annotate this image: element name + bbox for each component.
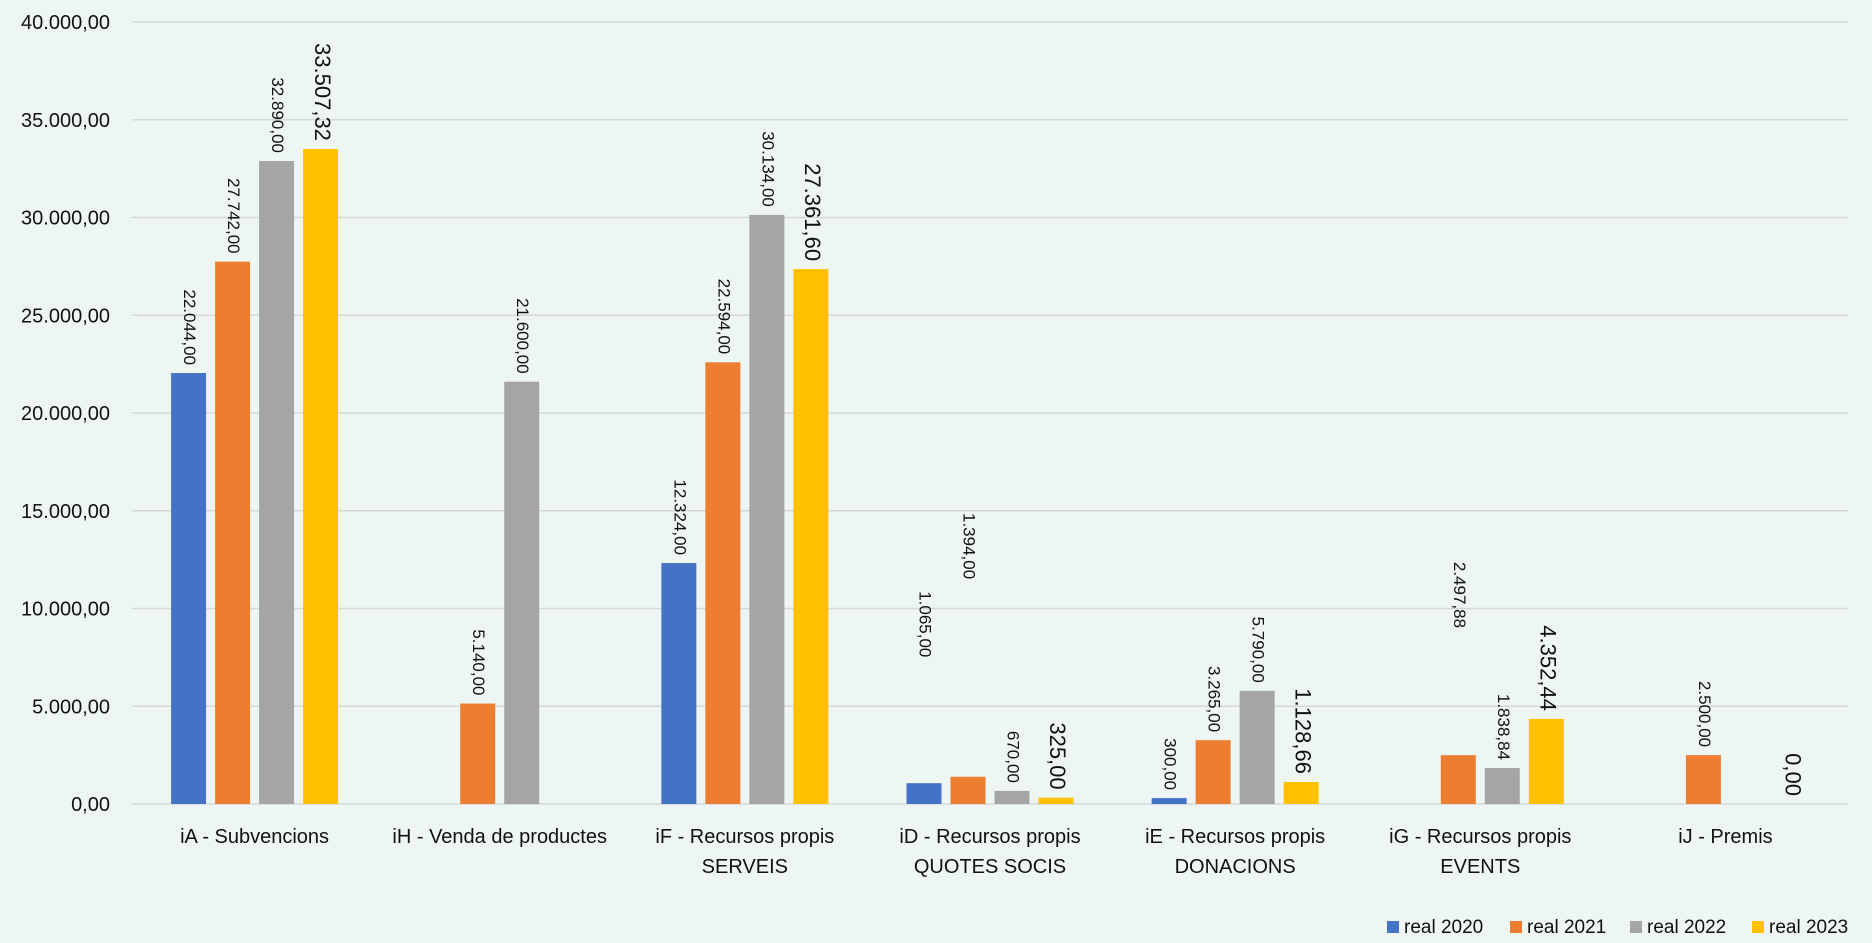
bar — [215, 261, 251, 804]
y-tick-label: 0,00 — [71, 794, 110, 816]
x-tick-label: iE - Recursos propis — [1145, 826, 1325, 848]
bar — [1685, 755, 1721, 804]
bar — [259, 161, 295, 805]
data-label: 5.140,00 — [469, 629, 488, 695]
data-label: 22.044,00 — [180, 289, 199, 365]
bar — [950, 776, 986, 804]
data-label: 5.790,00 — [1249, 617, 1268, 683]
y-tick-label: 5.000,00 — [32, 696, 110, 718]
data-label: 3.265,00 — [1205, 666, 1224, 732]
data-label: 22.594,00 — [714, 279, 733, 355]
legend-label: real 2021 — [1527, 917, 1606, 938]
x-tick-label: EVENTS — [1440, 856, 1520, 878]
data-label: 21.600,00 — [513, 298, 532, 374]
y-tick-label: 25.000,00 — [21, 305, 110, 327]
bar — [460, 703, 496, 804]
y-axis: 0,00 5.000,00 10.000,00 15.000,00 20.000,00 2… — [21, 12, 110, 816]
y-tick-label: 30.000,00 — [21, 208, 110, 230]
y-tick-label: 15.000,00 — [21, 501, 110, 523]
legend-swatch — [1510, 921, 1522, 933]
data-label: 0,00 — [1781, 753, 1806, 796]
data-label: 12.324,00 — [670, 479, 689, 555]
x-tick-label: DONACIONS — [1175, 856, 1296, 878]
bar — [793, 269, 829, 805]
data-labels: 22.044,00 27.742,00 32.890,00 33.507,32 5.14… — [180, 43, 1806, 796]
data-label: 33.507,32 — [310, 43, 335, 141]
data-label: 30.134,00 — [758, 131, 777, 207]
data-label: 1.065,00 — [916, 591, 935, 657]
bar — [661, 563, 697, 804]
y-tick-label: 35.000,00 — [21, 110, 110, 132]
data-label: 2.497,88 — [1450, 562, 1469, 628]
legend-label: real 2023 — [1769, 917, 1848, 938]
bar — [171, 373, 207, 804]
x-axis: iA - Subvencions iH - Venda de productes i… — [180, 826, 1773, 878]
data-label: 27.742,00 — [224, 178, 243, 254]
bar — [1528, 718, 1564, 804]
bar — [994, 790, 1030, 804]
x-tick-label: iJ - Premis — [1678, 826, 1772, 848]
y-tick-label: 40.000,00 — [21, 12, 110, 34]
data-label: 4.352,44 — [1535, 625, 1560, 711]
data-label: 1.394,00 — [960, 513, 979, 579]
bar — [504, 381, 540, 804]
bar — [1038, 797, 1074, 804]
bar — [705, 362, 741, 804]
legend-swatch — [1752, 921, 1764, 933]
data-label: 325,00 — [1045, 722, 1070, 789]
y-tick-label: 10.000,00 — [21, 599, 110, 621]
x-tick-label: iF - Recursos propis — [655, 826, 834, 848]
legend-label: real 2020 — [1404, 917, 1483, 938]
legend-swatch — [1387, 921, 1399, 933]
bar — [1151, 798, 1187, 804]
data-label: 1.128,66 — [1290, 688, 1315, 774]
x-tick-label: iH - Venda de productes — [392, 826, 607, 848]
x-tick-label: iD - Recursos propis — [899, 826, 1080, 848]
legend: real 2020 real 2021 real 2022 real 2023 — [1387, 917, 1848, 938]
bar — [1239, 690, 1275, 804]
data-label: 1.838,84 — [1494, 694, 1513, 760]
bar — [303, 148, 339, 805]
bar — [906, 783, 942, 804]
data-label: 32.890,00 — [268, 77, 287, 153]
x-tick-label: iA - Subvencions — [180, 826, 329, 848]
x-tick-label: QUOTES SOCIS — [914, 856, 1066, 878]
x-tick-label: iG - Recursos propis — [1389, 826, 1571, 848]
data-label: 27.361,60 — [800, 163, 825, 261]
bar — [1195, 740, 1231, 804]
bar — [1440, 755, 1476, 804]
y-tick-label: 20.000,00 — [21, 403, 110, 425]
legend-label: real 2022 — [1647, 917, 1726, 938]
data-label: 300,00 — [1161, 738, 1180, 790]
data-label: 2.500,00 — [1695, 681, 1714, 747]
legend-swatch — [1630, 921, 1642, 933]
bars — [171, 148, 1721, 805]
bar — [1484, 768, 1520, 804]
x-tick-label: SERVEIS — [702, 856, 788, 878]
bar — [1283, 781, 1319, 804]
data-label: 670,00 — [1004, 731, 1023, 783]
bar — [749, 214, 785, 804]
grid — [132, 21, 1848, 805]
